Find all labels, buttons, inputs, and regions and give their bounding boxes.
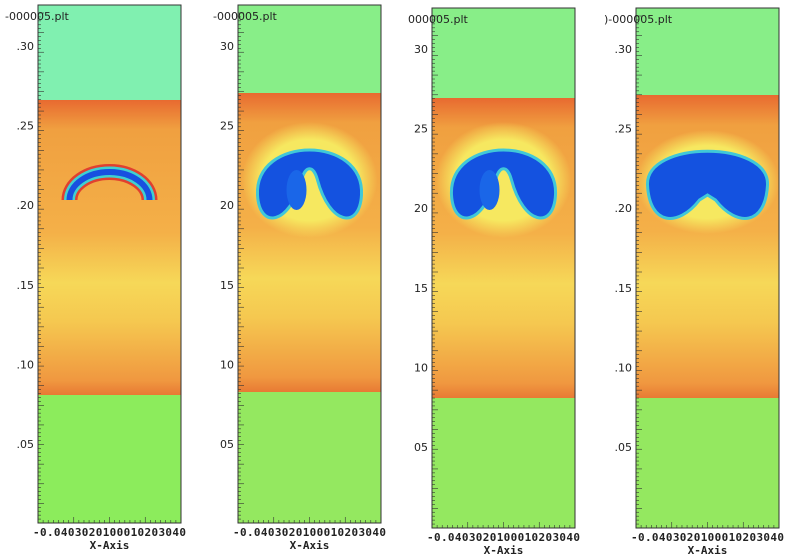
field-bottom: [38, 395, 181, 523]
y-tick-label: 25: [220, 120, 234, 133]
y-tick-label: .15: [17, 279, 35, 292]
bubble: [449, 148, 558, 220]
y-tick-label: 25: [414, 123, 428, 136]
field-middle: [38, 100, 181, 395]
y-tick-label: .20: [17, 199, 35, 212]
field-top: [432, 8, 575, 98]
y-tick-label: .10: [17, 358, 35, 371]
y-tick-label: 05: [414, 441, 428, 454]
interface-ring: [66, 169, 153, 201]
plot-panel: 000005.plt 30 25 20 15 10 05 -0.040302010001020…: [408, 7, 580, 557]
field-top: [636, 8, 779, 95]
field-top: [38, 5, 181, 100]
x-axis-label: X-Axis: [484, 544, 524, 557]
bubble: [645, 149, 770, 220]
y-tick-label: .30: [17, 40, 35, 53]
x-axis-label: X-Axis: [290, 539, 330, 552]
y-tick-label: 30: [220, 40, 234, 53]
plot-panel: -000005.plt 30 25 20 15 10 05 -0.04030201000102…: [213, 4, 386, 552]
plot-panel: -000005.plt .30 .25 .20 .15 .10 .05 -0.04030201…: [5, 4, 186, 552]
y-tick-label: 10: [414, 361, 428, 374]
x-tick-label: -0.0403020100010203040: [631, 531, 784, 544]
x-tick-label: -0.0403020100010203040: [233, 526, 386, 539]
bubble: [255, 148, 364, 220]
y-tick-label: 15: [220, 279, 234, 292]
field-bottom: [238, 392, 381, 523]
plot-panel: )-000005.plt .30 .25 .20 .15 .10 .05 -0.0403020…: [604, 7, 784, 557]
y-tick-label: 05: [220, 438, 234, 451]
y-tick-label: .15: [615, 282, 633, 295]
bubble-core: [479, 170, 500, 210]
x-axis-label: X-Axis: [90, 539, 130, 552]
y-tick-label: 20: [414, 202, 428, 215]
panel-title: 000005.plt: [408, 13, 469, 26]
x-axis-label: X-Axis: [688, 544, 728, 557]
x-tick-label: -0.0403020100010203040: [427, 531, 580, 544]
panel-title: )-000005.plt: [604, 13, 673, 26]
y-tick-label: .10: [615, 361, 633, 374]
y-tick-label: .25: [17, 120, 35, 133]
y-tick-label: .05: [615, 441, 633, 454]
y-tick-label: 20: [220, 199, 234, 212]
y-tick-label: 10: [220, 358, 234, 371]
panel-title: -000005.plt: [5, 10, 69, 23]
y-tick-label: .05: [17, 438, 35, 451]
y-tick-label: .20: [615, 202, 633, 215]
y-tick-label: 15: [414, 282, 428, 295]
field-bottom: [636, 398, 779, 528]
y-tick-label: .30: [615, 43, 633, 56]
bubble-core: [286, 170, 307, 210]
x-tick-label: -0.0403020100010203040: [33, 526, 186, 539]
panel-title: -000005.plt: [213, 10, 277, 23]
y-tick-label: .25: [615, 123, 633, 136]
field-bottom: [432, 398, 575, 528]
field-top: [238, 5, 381, 93]
y-tick-label: 30: [414, 43, 428, 56]
